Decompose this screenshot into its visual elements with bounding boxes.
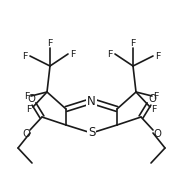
Text: F: F (155, 52, 161, 61)
Text: F: F (26, 104, 32, 113)
Text: F: F (153, 92, 159, 101)
Text: F: F (47, 38, 53, 47)
Text: N: N (87, 94, 96, 107)
Text: F: F (70, 50, 76, 58)
Text: O: O (148, 94, 156, 104)
Text: F: F (22, 52, 28, 61)
Text: O: O (22, 129, 30, 139)
Text: F: F (151, 104, 157, 113)
Text: F: F (24, 92, 30, 101)
Text: O: O (27, 94, 35, 104)
Text: S: S (88, 126, 95, 140)
Text: F: F (130, 38, 136, 47)
Text: O: O (153, 129, 161, 139)
Text: F: F (107, 50, 113, 58)
